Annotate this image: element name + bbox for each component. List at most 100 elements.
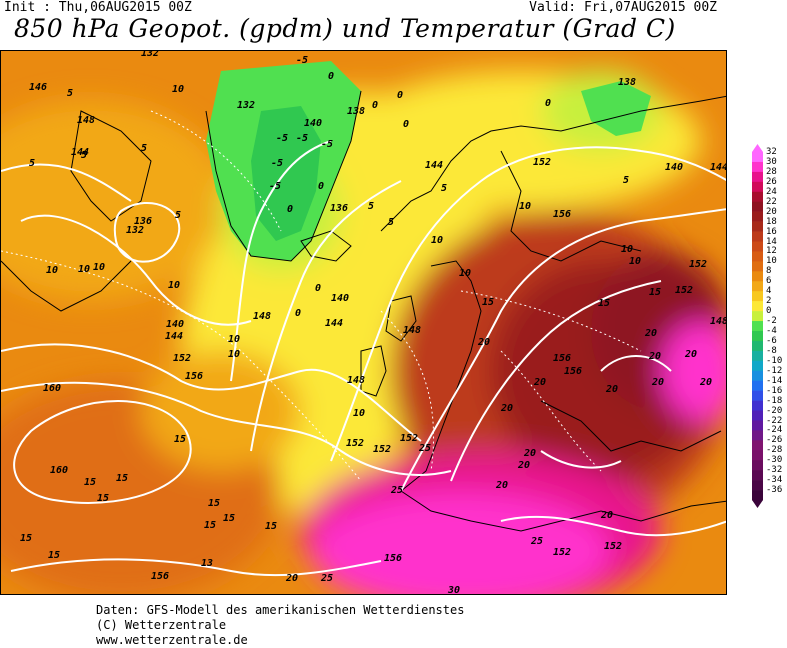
geopotential-labels: 132 148 146 136 132 140 144 148 152 156 …	[29, 51, 727, 582]
svg-text:20: 20	[600, 510, 613, 521]
svg-text:20: 20	[644, 328, 657, 339]
svg-text:10: 10	[172, 84, 184, 95]
legend-label: 8	[766, 266, 772, 277]
legend-swatch	[752, 191, 763, 203]
svg-text:148: 148	[347, 375, 365, 386]
legend-swatch	[752, 440, 763, 451]
temperature-labels: -5 -5 -5 -5 -5 -5 0 0 0 0 0 0 0 0 0 5 5 …	[20, 55, 712, 594]
svg-text:152: 152	[533, 157, 551, 168]
legend-swatch	[752, 231, 763, 242]
legend-swatch	[752, 181, 763, 193]
legend-swatch	[752, 480, 763, 491]
geopotential-isolines	[1, 140, 726, 577]
svg-text:156: 156	[185, 371, 203, 382]
svg-text:15: 15	[20, 533, 32, 544]
svg-text:156: 156	[384, 553, 402, 564]
svg-text:156: 156	[553, 353, 571, 364]
svg-text:25: 25	[390, 485, 403, 496]
svg-text:152: 152	[604, 541, 622, 552]
legend-label: 24	[766, 186, 777, 197]
legend-label: -8	[766, 345, 777, 356]
legend-swatch	[752, 420, 763, 431]
svg-text:152: 152	[173, 353, 191, 364]
legend-swatch	[752, 410, 763, 421]
legend-label: 10	[766, 256, 777, 267]
scandinavia-cold-area	[581, 81, 651, 136]
valid-time: Valid: Fri,07AUG2015 00Z	[529, 0, 717, 15]
legend-label: -20	[766, 405, 783, 416]
svg-text:152: 152	[373, 444, 391, 455]
legend-label: 28	[766, 166, 777, 177]
svg-text:140: 140	[331, 293, 349, 304]
legend-label: -10	[766, 355, 783, 366]
svg-text:20: 20	[651, 377, 664, 388]
legend-label: 22	[766, 196, 777, 207]
svg-text:0: 0	[287, 204, 293, 215]
legend-label: -14	[766, 375, 783, 386]
svg-text:0: 0	[545, 98, 551, 109]
legend-label: -34	[766, 475, 783, 486]
coastlines	[1, 90, 726, 532]
svg-text:152: 152	[689, 259, 707, 270]
svg-text:15: 15	[97, 493, 109, 504]
svg-text:132: 132	[141, 51, 159, 59]
svg-text:10: 10	[46, 265, 58, 276]
svg-text:5: 5	[441, 183, 447, 194]
svg-text:25: 25	[530, 536, 543, 547]
legend-swatch	[752, 241, 763, 252]
legend-label: 16	[766, 226, 777, 237]
legend-label: -36	[766, 485, 783, 496]
legend-swatch	[752, 161, 763, 173]
svg-text:0: 0	[295, 308, 301, 319]
svg-text:10: 10	[353, 408, 365, 419]
svg-text:15: 15	[116, 473, 128, 484]
weather-map: 132 148 146 136 132 140 144 148 152 156 …	[0, 50, 727, 595]
legend-swatch	[752, 291, 763, 302]
svg-text:0: 0	[403, 119, 409, 130]
svg-text:20: 20	[517, 460, 530, 471]
svg-text:148: 148	[710, 316, 727, 327]
svg-text:144: 144	[165, 331, 183, 342]
svg-text:20: 20	[477, 337, 490, 348]
svg-text:10: 10	[228, 349, 240, 360]
svg-text:5: 5	[29, 158, 35, 169]
legend-swatch	[752, 390, 763, 401]
svg-text:25: 25	[320, 573, 333, 584]
svg-text:0: 0	[318, 181, 324, 192]
svg-text:-5: -5	[276, 133, 288, 144]
svg-text:10: 10	[459, 268, 471, 279]
legend-swatch	[752, 152, 763, 163]
legend-label: -28	[766, 445, 783, 456]
legend-swatch	[752, 490, 763, 501]
svg-text:140: 140	[304, 118, 322, 129]
svg-text:156: 156	[553, 209, 571, 220]
legend-label: 26	[766, 176, 777, 187]
svg-text:152: 152	[553, 547, 571, 558]
footer: Daten: GFS-Modell des amerikanischen Wet…	[96, 603, 464, 648]
svg-text:152: 152	[400, 433, 418, 444]
svg-text:132: 132	[237, 100, 255, 111]
svg-text:15: 15	[48, 550, 60, 561]
svg-text:152: 152	[675, 285, 693, 296]
legend-label: -2	[766, 316, 777, 326]
svg-text:20: 20	[699, 377, 712, 388]
svg-text:138: 138	[347, 106, 365, 117]
temperature-legend: 32 30 28 26 24 22 20 18 16 14 12 10 8 6 4 2 0 -2 -4 -6 -8 -10…	[752, 144, 787, 508]
chart-title: 850 hPa Geopot. (gpdm) und Temperatur (G…	[14, 14, 676, 43]
svg-text:-5: -5	[271, 158, 283, 169]
svg-text:-5: -5	[296, 55, 308, 66]
legend-swatch	[752, 321, 763, 332]
svg-text:20: 20	[285, 573, 298, 584]
svg-text:146: 146	[29, 82, 47, 93]
legend-label: 30	[766, 156, 777, 167]
legend-swatch	[752, 370, 763, 381]
legend-swatch	[752, 311, 763, 322]
legend-label: -12	[766, 365, 783, 376]
legend-swatch	[752, 171, 763, 183]
legend-label: 2	[766, 296, 772, 307]
legend-arrow-bottom	[752, 500, 763, 508]
svg-text:140: 140	[665, 162, 683, 173]
legend-swatch	[752, 400, 763, 411]
footer-url[interactable]: www.wetterzentrale.de	[96, 633, 248, 647]
svg-text:0: 0	[397, 90, 403, 101]
